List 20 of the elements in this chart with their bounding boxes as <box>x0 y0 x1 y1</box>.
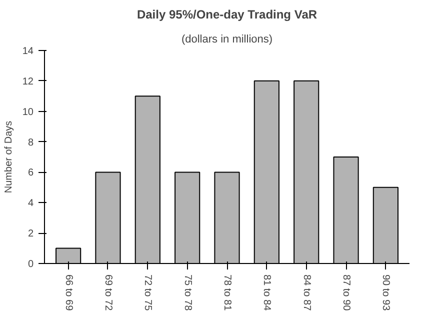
x-tick-label: 81 to 84 <box>261 274 272 312</box>
x-tick-label: 84 to 87 <box>300 274 312 312</box>
y-axis-title: Number of Days <box>3 120 14 194</box>
chart-title: Daily 95%/One-day Trading VaR <box>136 8 318 22</box>
y-tick-label: 2 <box>28 228 34 240</box>
x-tick-label: 69 to 72 <box>102 274 114 312</box>
x-tick-label: 78 to 81 <box>222 274 232 312</box>
x-tick-label: 66 to 69 <box>62 274 74 312</box>
y-tick-label: 6 <box>28 168 34 179</box>
y-tick-label: 12 <box>22 76 34 88</box>
y-tick-label: 14 <box>22 46 34 57</box>
x-tick-label: 90 to 93 <box>380 274 392 312</box>
x-tick-label: 75 to 78 <box>182 274 193 312</box>
chart-subtitle: (dollars in millions) <box>181 34 273 46</box>
y-tick-label: 4 <box>28 198 34 210</box>
y-tick-label: 0 <box>28 259 34 270</box>
x-tick-label: 72 to 75 <box>142 274 154 312</box>
x-tick-label: 87 to 90 <box>340 274 352 312</box>
y-tick-label: 10 <box>22 106 34 118</box>
y-tick-label: 8 <box>28 137 34 148</box>
